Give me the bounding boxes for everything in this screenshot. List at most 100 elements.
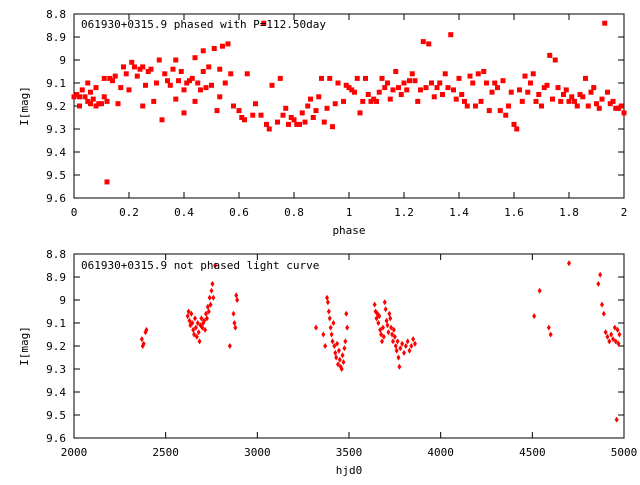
data-point: [181, 87, 187, 93]
data-point: [533, 98, 539, 104]
data-points: [71, 20, 627, 185]
data-point: [525, 89, 531, 95]
data-point: [217, 66, 223, 72]
data-point: [607, 338, 612, 345]
axis-ticks: [73, 253, 625, 439]
data-point: [614, 416, 619, 423]
data-point: [192, 331, 197, 338]
data-point: [352, 89, 357, 95]
data-point: [85, 98, 91, 104]
data-point: [599, 96, 605, 102]
data-point: [394, 347, 399, 354]
data-point: [139, 336, 144, 343]
data-point: [328, 324, 333, 331]
data-point: [342, 345, 347, 352]
data-point: [552, 57, 558, 63]
data-point: [566, 98, 572, 104]
data-point: [377, 313, 382, 320]
data-point: [379, 75, 385, 81]
x-tick-label: 0.2: [119, 206, 139, 219]
data-point: [555, 85, 561, 91]
data-point: [203, 85, 209, 91]
data-point: [376, 320, 381, 326]
data-point: [209, 82, 214, 88]
data-point: [371, 96, 377, 102]
data-point: [500, 78, 506, 84]
data-point: [339, 366, 344, 372]
data-point: [411, 336, 416, 343]
data-point: [283, 105, 289, 111]
data-point: [321, 119, 327, 125]
data-point: [445, 85, 451, 91]
data-point: [222, 80, 228, 86]
data-point: [398, 345, 403, 352]
data-point: [478, 98, 484, 104]
data-point: [602, 20, 608, 26]
data-point: [376, 89, 382, 95]
data-point: [231, 103, 236, 109]
data-point: [159, 117, 165, 123]
data-point: [389, 324, 394, 331]
data-point: [363, 75, 368, 81]
data-point: [382, 299, 387, 306]
data-point: [409, 71, 415, 77]
y-axis-label: I[mag]: [18, 86, 31, 126]
data-point: [213, 262, 218, 269]
data-point: [326, 308, 331, 315]
data-point: [532, 313, 537, 320]
data-point: [74, 92, 80, 97]
data-point: [616, 105, 621, 111]
data-point: [189, 75, 195, 81]
data-point: [390, 331, 395, 338]
data-point: [464, 103, 470, 109]
x-tick-label: 3500: [336, 446, 363, 459]
data-point: [195, 320, 200, 326]
data-point: [341, 359, 346, 366]
data-point: [165, 78, 170, 84]
data-point: [385, 80, 390, 86]
data-point: [99, 101, 104, 107]
data-point: [379, 331, 384, 338]
data-point: [489, 89, 495, 95]
data-point: [609, 331, 614, 338]
data-point: [194, 333, 199, 340]
data-point: [197, 338, 202, 345]
data-point: [385, 322, 390, 329]
data-point: [210, 280, 215, 287]
data-point: [603, 329, 608, 336]
data-point: [341, 98, 346, 104]
data-point: [613, 105, 619, 111]
data-point: [391, 338, 395, 345]
data-point: [145, 69, 151, 74]
x-tick-label: 0: [71, 206, 78, 219]
data-point: [299, 110, 305, 116]
data-point: [345, 324, 350, 331]
data-point: [134, 73, 140, 79]
x-tick-label: 1.6: [504, 206, 524, 219]
data-point: [126, 87, 132, 93]
data-point: [537, 287, 542, 294]
data-point: [409, 343, 414, 349]
data-point: [331, 320, 336, 326]
data-point: [418, 87, 423, 93]
data-point: [302, 119, 308, 125]
data-point: [327, 315, 332, 322]
data-point: [151, 98, 157, 104]
data-point: [467, 73, 473, 79]
data-point: [200, 324, 205, 331]
data-point: [329, 331, 334, 338]
data-point: [225, 41, 231, 47]
data-point: [546, 324, 551, 331]
data-point: [192, 55, 198, 61]
data-point: [187, 317, 192, 324]
data-point: [236, 108, 242, 114]
data-point: [381, 333, 386, 340]
data-point: [340, 352, 345, 359]
data-point: [617, 331, 622, 338]
data-point: [616, 340, 621, 347]
y-tick-label: 8.8: [46, 248, 66, 261]
data-point: [528, 80, 533, 86]
data-point: [143, 82, 148, 88]
y-tick-label: 9.6: [46, 432, 66, 445]
